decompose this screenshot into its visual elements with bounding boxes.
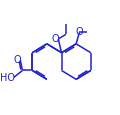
Text: O: O xyxy=(52,34,59,44)
Text: HO: HO xyxy=(0,72,15,82)
Text: O: O xyxy=(13,55,21,64)
Text: O: O xyxy=(75,26,83,36)
